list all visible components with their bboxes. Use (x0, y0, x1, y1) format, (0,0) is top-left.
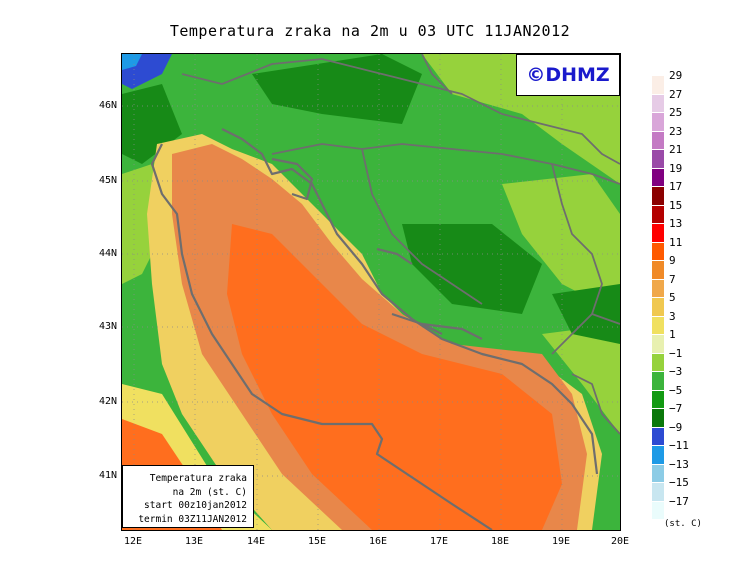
borders (181, 54, 620, 435)
lon-label-13e: 13E (184, 536, 204, 547)
lat-label-46n: 46N (98, 100, 117, 111)
legend-swatch (652, 242, 664, 260)
legend-swatch (652, 168, 664, 186)
info-line-1: Temperatura zraka (149, 473, 247, 484)
legend-swatch (652, 76, 664, 94)
legend-swatch (652, 464, 664, 482)
legend-swatch (652, 279, 664, 297)
lon-label-15e: 15E (307, 536, 327, 547)
legend-swatch (652, 150, 664, 168)
legend-label: 9 (669, 254, 676, 267)
legend-swatch (652, 298, 664, 316)
info-line-4: termin 03Z11JAN2012 (138, 513, 247, 525)
legend-label: 29 (669, 69, 683, 82)
info-line-3: start 00z10jan2012 (144, 500, 247, 511)
legend-unit: (st. C) (664, 519, 702, 529)
lon-label-19e: 19E (551, 536, 571, 547)
lon-label-18e: 18E (490, 536, 510, 547)
legend-label: 19 (669, 161, 683, 175)
legend-swatch (652, 187, 664, 205)
legend-label: 27 (669, 87, 683, 101)
lat-label-45n: 45N (98, 175, 117, 186)
lon-label-16e: 16E (368, 536, 388, 547)
legend-label: 3 (669, 309, 676, 323)
legend-label: −11 (669, 439, 689, 452)
land-cold-serbia (552, 284, 620, 344)
map-title: Temperatura zraka na 2m u 03 UTC 11JAN20… (169, 22, 571, 40)
legend-label: −5 (669, 383, 683, 397)
temperature-map (121, 53, 621, 531)
legend-label: −17 (669, 494, 689, 508)
lat-label-41n: 41N (98, 470, 117, 481)
lon-label-17e: 17E (429, 536, 449, 547)
legend-label: −13 (669, 457, 689, 471)
legend-swatch (652, 501, 664, 519)
legend-swatch (652, 94, 664, 112)
legend-label: 21 (669, 143, 683, 156)
legend-label: −7 (669, 402, 683, 415)
legend-label: 1 (669, 328, 676, 341)
land-cold-bosnia (402, 224, 542, 314)
legend-swatch (652, 335, 664, 353)
lon-label-12e: 12E (123, 536, 143, 547)
legend-label: −9 (669, 420, 683, 434)
legend-label: 15 (669, 198, 683, 212)
legend-label: −3 (669, 365, 683, 378)
legend-swatch (652, 409, 664, 427)
info-box: Temperatura zraka na 2m (st. C) start 00… (122, 465, 254, 528)
grid-lines (122, 54, 620, 530)
coastlines (150, 128, 599, 530)
lon-label-14e: 14E (246, 536, 266, 547)
legend-swatch (652, 390, 664, 408)
land-cold-north (252, 54, 422, 124)
legend-swatch (652, 205, 664, 223)
legend-swatch (652, 316, 664, 334)
legend-swatch (652, 224, 664, 242)
legend-swatch (652, 483, 664, 501)
legend-swatch (652, 113, 664, 131)
legend-label: 5 (669, 291, 676, 304)
legend-swatch (652, 372, 664, 390)
legend-swatch (652, 353, 664, 371)
lat-label-44n: 44N (98, 248, 117, 259)
legend-label: 7 (669, 272, 676, 286)
legend-label: 13 (669, 217, 683, 230)
legend-label: 11 (669, 235, 683, 249)
legend-label: 25 (669, 106, 683, 119)
legend-swatch (652, 427, 664, 445)
lat-label-43n: 43N (98, 321, 117, 332)
lat-label-42n: 42N (98, 396, 117, 407)
legend-swatch (652, 261, 664, 279)
dhmz-watermark: ©DHMZ (516, 54, 620, 96)
legend-label: −1 (669, 346, 683, 360)
legend-label: 17 (669, 180, 683, 193)
legend-label: 23 (669, 124, 683, 138)
info-line-2: na 2m (st. C) (172, 486, 247, 498)
land-warm-east (502, 174, 620, 314)
lon-label-20e: 20E (610, 536, 630, 547)
sea-adriatic-warm (227, 224, 562, 530)
legend-swatch (652, 131, 664, 149)
legend-swatch (652, 446, 664, 464)
legend-label: −15 (669, 476, 689, 489)
